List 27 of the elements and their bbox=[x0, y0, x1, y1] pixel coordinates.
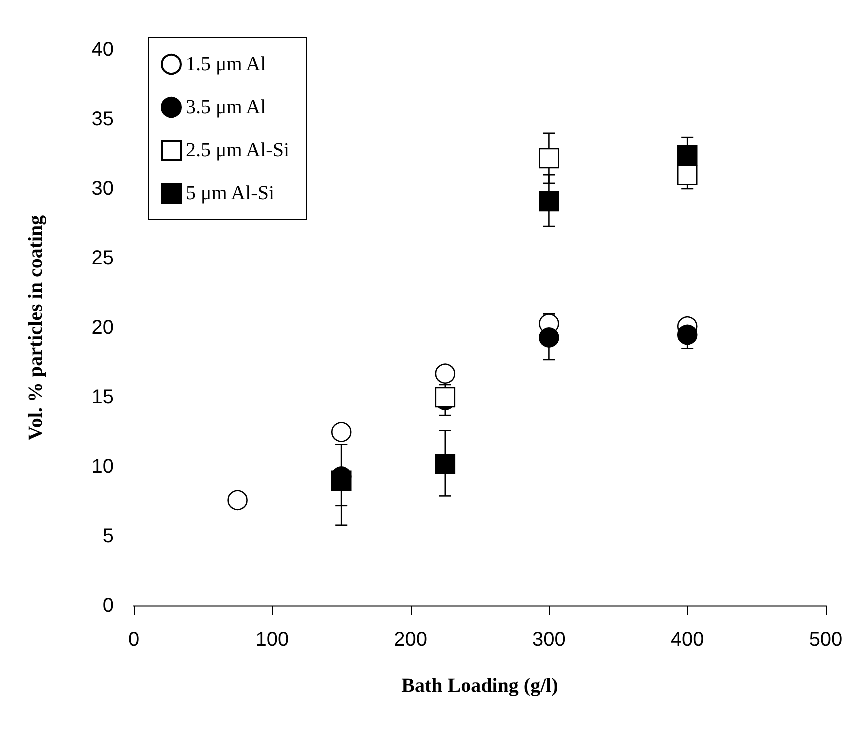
legend-label: 5 μm Al-Si bbox=[186, 182, 275, 204]
y-tick-label: 5 bbox=[102, 526, 114, 548]
legend-label: 1.5 μm Al bbox=[186, 54, 267, 76]
x-tick-label: 100 bbox=[256, 629, 290, 651]
point bbox=[677, 145, 698, 166]
y-tick-label: 40 bbox=[92, 39, 114, 61]
y-tick-label: 25 bbox=[92, 248, 114, 270]
y-tick-label: 35 bbox=[92, 108, 114, 130]
y-tick-label: 15 bbox=[92, 386, 114, 408]
x-tick-label: 200 bbox=[394, 629, 428, 651]
x-tick-label: 300 bbox=[532, 629, 566, 651]
point bbox=[539, 328, 560, 348]
y-tick-label: 20 bbox=[92, 317, 114, 339]
point bbox=[677, 324, 698, 346]
point bbox=[331, 470, 352, 492]
x-tick-label: 500 bbox=[809, 629, 843, 651]
y-axis-title: Vol. % particles in coating bbox=[25, 215, 47, 441]
point bbox=[435, 454, 456, 474]
y-tick-label: 0 bbox=[102, 595, 114, 617]
x-tick-label: 0 bbox=[128, 629, 140, 651]
point bbox=[539, 191, 560, 212]
legend-label: 3.5 μm Al bbox=[186, 96, 267, 118]
legend-label: 2.5 μm Al-Si bbox=[186, 140, 290, 162]
y-tick-label: 30 bbox=[92, 178, 114, 200]
y-tick-label: 10 bbox=[92, 456, 114, 478]
x-tick-label: 400 bbox=[670, 629, 704, 651]
x-axis-title: Bath Loading (g/l) bbox=[402, 675, 558, 697]
